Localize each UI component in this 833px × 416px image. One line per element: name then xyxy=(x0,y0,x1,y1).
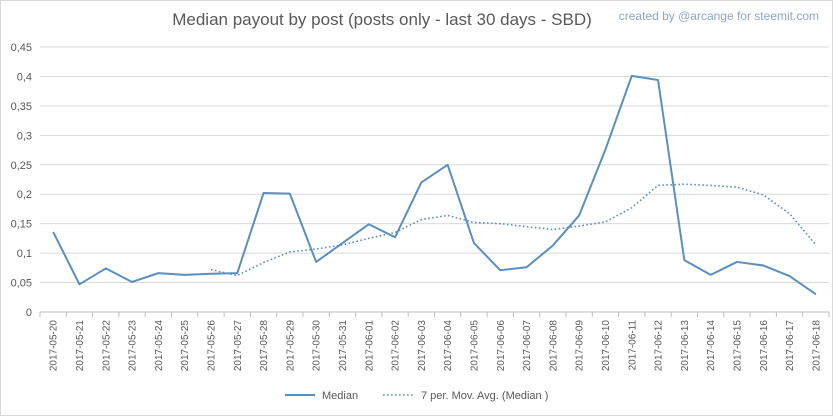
y-tick-label: 0 xyxy=(26,307,32,319)
x-tick-label: 2017-05-27 xyxy=(233,320,244,372)
x-tick-label: 2017-06-08 xyxy=(548,320,559,372)
legend: Median 7 per. Mov. Avg. (Median ) xyxy=(285,390,548,402)
x-tick-label: 2017-06-06 xyxy=(496,320,507,372)
x-tick-label: 2017-06-16 xyxy=(759,320,770,372)
x-tick-label: 2017-06-15 xyxy=(732,320,743,372)
x-tick-label: 2017-06-07 xyxy=(522,320,533,372)
x-tick-label: 2017-06-13 xyxy=(680,320,691,372)
x-tick-label: 2017-05-30 xyxy=(312,320,323,372)
y-tick-label: 0,1 xyxy=(17,248,32,260)
x-tick-label: 2017-06-02 xyxy=(391,320,402,372)
x-tick-label: 2017-06-18 xyxy=(811,320,822,372)
x-tick-label: 2017-06-05 xyxy=(469,320,480,372)
x-tick-label: 2017-06-01 xyxy=(364,320,375,372)
x-tick-label: 2017-06-09 xyxy=(575,320,586,372)
series-lines xyxy=(52,74,817,296)
legend-label: 7 per. Mov. Avg. (Median ) xyxy=(421,390,548,402)
x-tick-label: 2017-05-26 xyxy=(206,320,217,372)
x-axis-ticks: 2017-05-20 2017-05-21 2017-05-22 2017-05-23… xyxy=(39,312,830,372)
y-tick-label: 0,2 xyxy=(17,189,32,201)
x-tick-label: 2017-05-23 xyxy=(128,320,139,372)
x-tick-label: 2017-05-22 xyxy=(101,320,112,372)
y-tick-label: 0,05 xyxy=(11,278,32,290)
median-series-line xyxy=(52,74,817,296)
y-tick-label: 0,3 xyxy=(17,130,32,142)
legend-label: Median xyxy=(322,390,358,402)
x-tick-label: 2017-06-11 xyxy=(627,320,638,371)
chart-title: Median payout by post (posts only - last… xyxy=(172,10,592,29)
y-tick-label: 0,15 xyxy=(11,219,32,231)
y-tick-label: 0,45 xyxy=(11,42,32,54)
x-tick-label: 2017-06-17 xyxy=(785,320,796,372)
x-tick-label: 2017-05-20 xyxy=(49,320,60,372)
y-tick-label: 0,25 xyxy=(11,160,32,172)
x-tick-label: 2017-05-21 xyxy=(75,320,86,372)
x-tick-label: 2017-06-10 xyxy=(601,320,612,372)
watermark-text: created by @arcange for steemit.com xyxy=(618,9,819,23)
x-tick-label: 2017-06-12 xyxy=(654,320,665,372)
x-tick-label: 2017-05-24 xyxy=(154,320,165,372)
x-tick-label: 2017-05-25 xyxy=(180,320,191,372)
x-tick-label: 2017-06-14 xyxy=(706,320,717,372)
y-tick-label: 0,4 xyxy=(17,71,32,83)
x-tick-label: 2017-05-29 xyxy=(285,320,296,372)
y-tick-label: 0,35 xyxy=(11,101,32,113)
x-tick-label: 2017-05-31 xyxy=(338,320,349,372)
moving-average-series-line xyxy=(210,183,817,277)
x-tick-label: 2017-05-28 xyxy=(259,320,270,372)
x-tick-label: 2017-06-03 xyxy=(417,320,428,372)
y-axis-ticks: 0 0,05 0,1 0,15 0,2 0,25 0,3 0,35 0,4 0,45 xyxy=(11,42,32,319)
x-tick-label: 2017-06-04 xyxy=(443,320,454,372)
